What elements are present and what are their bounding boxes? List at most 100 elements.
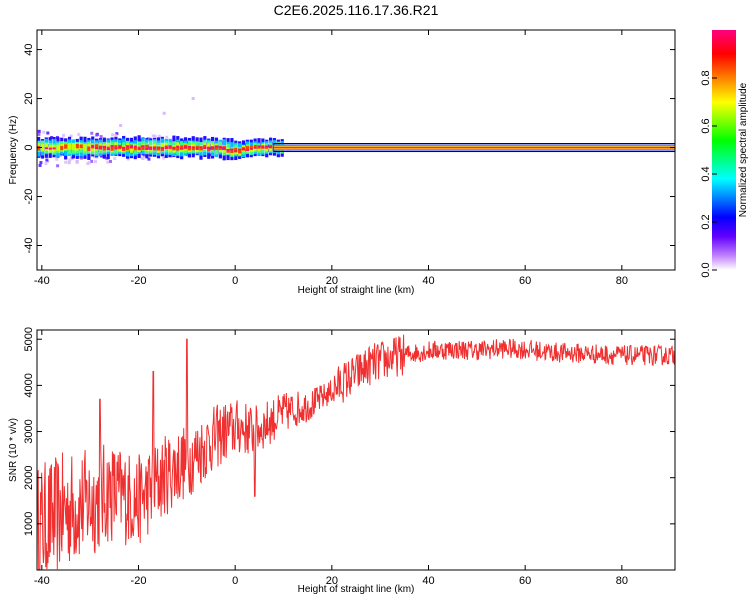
spectrogram-frame <box>36 29 676 271</box>
spectrogram-cell <box>191 146 195 151</box>
spectrogram-y-tick-label: -40 <box>23 238 35 254</box>
spectrogram-cell <box>83 143 87 152</box>
spectrogram-cell <box>230 148 234 151</box>
spectrogram-cell <box>160 147 164 150</box>
spectrogram-cell <box>66 149 70 153</box>
spectrogram-heatmap <box>37 97 675 168</box>
spectrogram-cell <box>114 147 118 150</box>
spectrogram-cell <box>133 145 137 148</box>
spectrogram-cell <box>197 152 201 156</box>
spectrogram-cell <box>91 145 95 148</box>
spectrogram-cell <box>249 148 253 150</box>
spectrogram-cell <box>164 146 168 149</box>
snr-x-tick-label: 20 <box>326 575 338 587</box>
snr-y-ticks: 1000 2000 3000 4000 5000 <box>23 327 675 536</box>
spectrogram-cell <box>193 143 197 147</box>
spectrogram-cell <box>145 148 149 151</box>
spectrogram-cell <box>207 147 211 149</box>
snr-x-label: Height of straight line (km) <box>298 584 415 595</box>
spectrogram-cell <box>172 146 176 149</box>
spectrogram-cell <box>157 134 161 138</box>
snr-x-tick-label: 60 <box>519 575 531 587</box>
spectrogram-cell <box>211 146 215 149</box>
snr-x-tick-label: 80 <box>616 575 628 587</box>
colorbar-tick-label: 0.8 <box>700 70 712 85</box>
spectrogram-cell <box>153 147 157 150</box>
spectrogram-cell <box>168 145 172 148</box>
spectrogram-y-tick-label: 20 <box>23 92 35 104</box>
spectrogram-cell <box>44 162 48 166</box>
spectrogram-cell <box>37 132 41 136</box>
snr-y-tick-label: 3000 <box>23 419 35 443</box>
spectrogram-cell <box>208 146 212 150</box>
spectrogram-cell <box>193 141 197 145</box>
spectrogram-cell <box>199 146 203 149</box>
spectrogram-y-tick-label: -20 <box>23 189 35 205</box>
spectrogram-cell <box>139 149 143 153</box>
spectrogram-cell <box>139 144 143 148</box>
spectrogram-cell <box>87 146 91 151</box>
spectrogram-cell <box>56 144 60 152</box>
colorbar-tick-label: 0.2 <box>700 214 712 229</box>
colorbar-tick-label: 0.0 <box>700 262 712 277</box>
spectrogram-cell <box>90 159 94 163</box>
spectrogram-cell <box>166 154 170 158</box>
spectrogram-cell <box>122 147 126 150</box>
snr-y-tick-label: 4000 <box>23 373 35 397</box>
spectrogram-cell <box>64 160 68 164</box>
snr-x-tick-label: -20 <box>131 575 147 587</box>
spectrogram-cell <box>166 146 170 150</box>
spectrogram-cell <box>183 146 188 149</box>
snr-panel: -40 -20 0 20 40 60 80 1000 2000 3000 4000 5000 Hei… <box>8 327 676 595</box>
spectrogram-cell <box>199 146 203 151</box>
spectrogram-cell <box>176 146 180 151</box>
spectrogram-cell <box>106 160 110 164</box>
colorbar-ticks: 0.0 0.2 0.4 0.6 0.8 <box>700 70 717 278</box>
snr-x-tick-label: -40 <box>34 575 50 587</box>
spectrogram-cell <box>234 150 238 153</box>
spectrogram-cell <box>37 146 41 151</box>
spectrogram-cell <box>170 154 174 158</box>
spectrogram-cell <box>75 160 79 164</box>
spectrogram-cell <box>187 145 191 148</box>
spectrogram-cell <box>166 143 170 147</box>
spectrogram-cell <box>151 134 155 138</box>
spectrogram-cell <box>56 164 60 168</box>
spectrogram-cell <box>226 149 230 153</box>
chart-title: C2E6.2025.116.17.36.R21 <box>274 2 439 18</box>
spectrogram-cell <box>133 146 137 151</box>
spectrogram-panel: -40 -20 0 20 40 60 80 -40 -20 0 20 40 Height of st… <box>8 29 676 296</box>
colorbar-tick-label: 0.4 <box>700 166 712 181</box>
spectrogram-x-tick-label: 80 <box>616 275 628 287</box>
colorbar: 0.0 0.2 0.4 0.6 0.8 Normalized spectral ampl… <box>700 30 749 278</box>
spectrogram-cell <box>230 149 234 154</box>
spectrogram-cell <box>213 147 217 151</box>
spectrogram-cell <box>42 130 46 134</box>
spectrogram-cell <box>75 143 79 149</box>
spectrogram-y-tick-label: 0 <box>23 144 35 150</box>
spectrogram-x-tick-label: 20 <box>326 275 338 287</box>
snr-y-tick-label: 5000 <box>23 327 35 351</box>
spectrogram-cell <box>243 148 247 152</box>
spectrogram-cell <box>95 144 99 149</box>
spectrogram-cell <box>156 146 161 149</box>
spectrogram-cell <box>114 133 118 137</box>
spectrogram-cell <box>87 161 91 165</box>
spectrogram-ridge <box>273 146 675 149</box>
spectrogram-cell <box>228 147 232 151</box>
spectrogram-cell <box>205 142 209 146</box>
spectrogram-cell <box>111 133 115 137</box>
spectrogram-cell <box>93 160 97 164</box>
spectrogram-cell <box>153 134 157 138</box>
spectrogram-cell <box>66 141 70 145</box>
snr-series-line <box>37 334 675 570</box>
spectrogram-y-label: Frequency (Hz) <box>8 116 19 185</box>
spectrogram-x-label: Height of straight line (km) <box>298 285 415 296</box>
spectrogram-cell <box>241 148 246 150</box>
spectrogram-cell <box>234 147 238 152</box>
spectrogram-cell <box>46 131 50 135</box>
spectrogram-cell <box>214 146 219 150</box>
spectrogram-cell <box>226 149 230 151</box>
spectrogram-cell <box>44 143 48 151</box>
spectrogram-cell <box>60 145 64 151</box>
